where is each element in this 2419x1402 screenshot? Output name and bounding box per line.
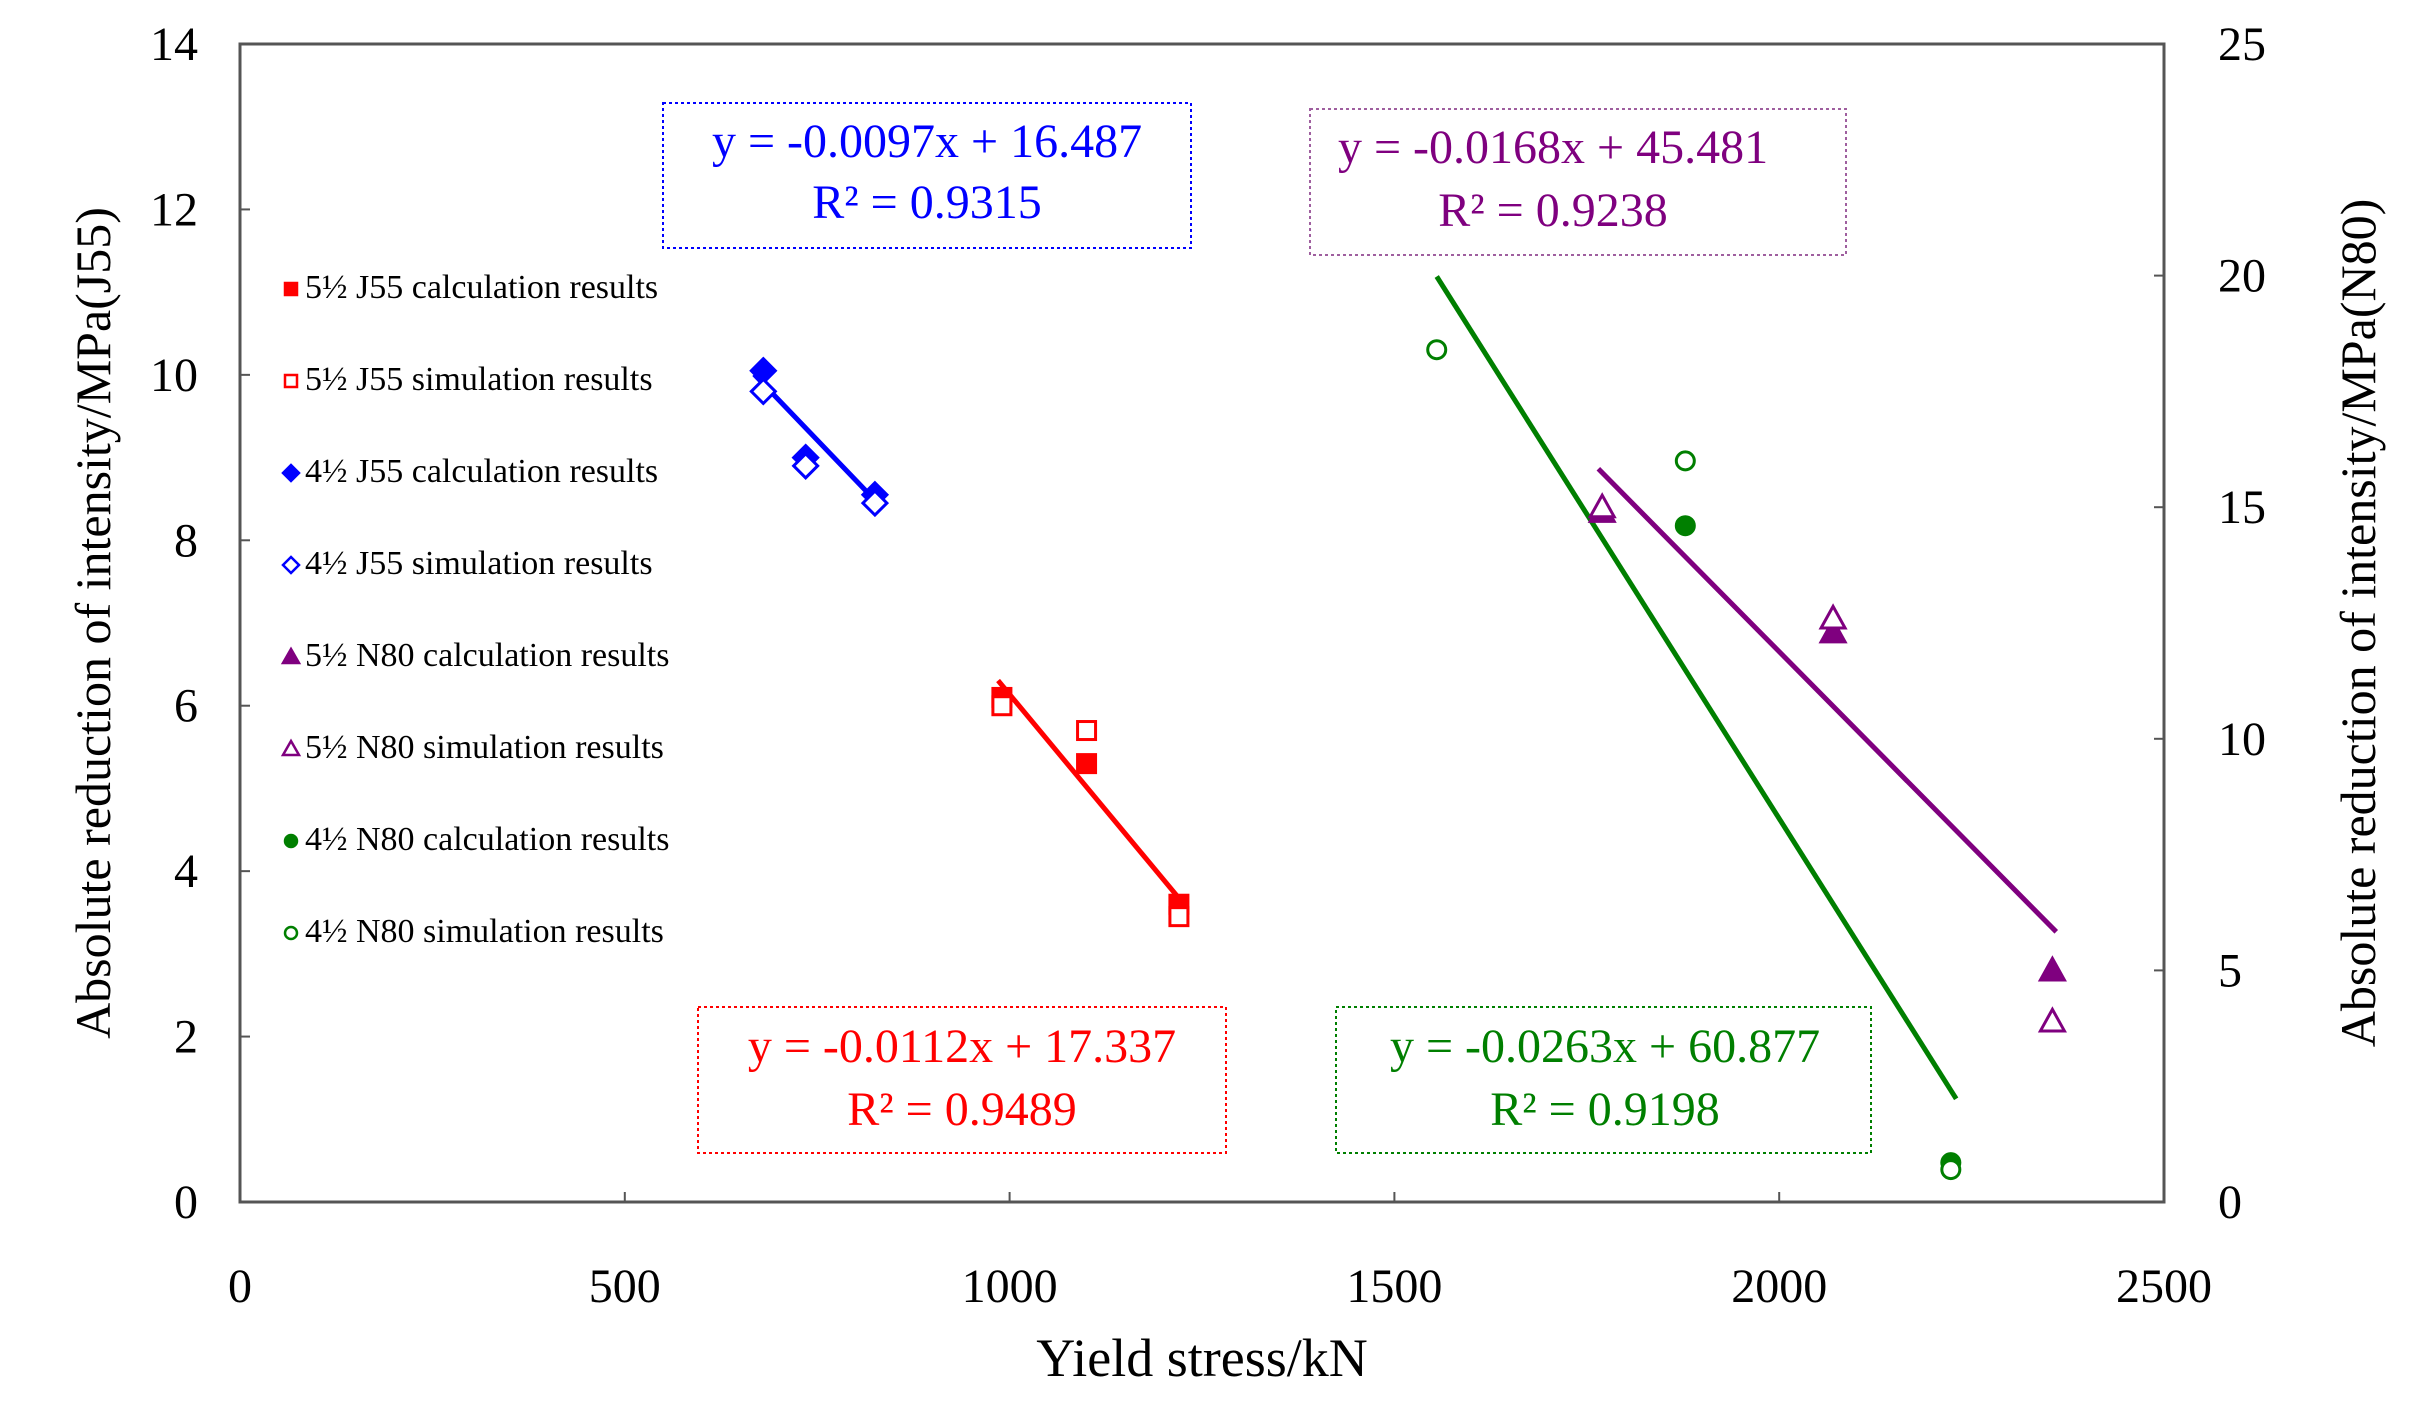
y-right-tick-label: 10 bbox=[2218, 713, 2266, 766]
r2-text: R² = 0.9198 bbox=[1490, 1083, 1719, 1136]
data-point bbox=[791, 451, 820, 480]
data-point bbox=[1587, 492, 1617, 519]
legend-label: 5½ N80 simulation results bbox=[305, 729, 664, 766]
legend-marker bbox=[283, 833, 299, 849]
data-point bbox=[2037, 955, 2067, 982]
y-left-tick-label: 14 bbox=[150, 18, 198, 71]
y-right-axis: 0 5 10 15 20 25 bbox=[2154, 18, 2266, 1229]
data-point bbox=[1168, 906, 1190, 928]
data-point bbox=[991, 695, 1013, 717]
r2-text: R² = 0.9489 bbox=[847, 1083, 1076, 1136]
data-point bbox=[1076, 753, 1098, 775]
y-right-tick-label: 15 bbox=[2218, 481, 2266, 534]
data-point bbox=[1940, 1159, 1962, 1181]
r2-text: R² = 0.9315 bbox=[812, 176, 1041, 229]
y-left-tick-label: 12 bbox=[150, 183, 198, 236]
y-left-tick-label: 8 bbox=[174, 514, 198, 567]
y-left-tick-label: 0 bbox=[174, 1176, 198, 1229]
data-points bbox=[749, 339, 2067, 1181]
trendlines bbox=[752, 275, 2059, 1101]
data-point bbox=[1674, 450, 1696, 472]
equation-text: y = -0.0168x + 45.481 bbox=[1338, 121, 1768, 174]
y-left-tick-label: 2 bbox=[174, 1011, 198, 1064]
legend-label: 4½ N80 simulation results bbox=[305, 913, 664, 950]
equation-box-5half-n80: y = -0.0168x + 45.481 R² = 0.9238 bbox=[1309, 108, 1847, 256]
legend-label: 5½ J55 calculation results bbox=[305, 269, 658, 306]
data-point bbox=[860, 488, 890, 518]
legend-label: 5½ N80 calculation results bbox=[305, 637, 669, 674]
data-point bbox=[1674, 515, 1696, 537]
legend-marker bbox=[283, 925, 299, 941]
x-tick-label: 1500 bbox=[1346, 1260, 1442, 1313]
x-tick-label: 500 bbox=[589, 1260, 661, 1313]
legend-marker bbox=[280, 646, 302, 665]
equation-box-5half-j55: y = -0.0112x + 17.337 R² = 0.9489 bbox=[697, 1006, 1227, 1154]
y-left-axis-label: Absolute reduction of intensity/MPa(J55) bbox=[65, 207, 121, 1039]
legend-label: 4½ J55 calculation results bbox=[305, 453, 658, 490]
legend: 5½ J55 calculation results 5½ J55 simulat… bbox=[280, 269, 669, 950]
legend-marker bbox=[280, 738, 302, 757]
y-right-tick-label: 25 bbox=[2218, 18, 2266, 71]
equation-text: y = -0.0263x + 60.877 bbox=[1390, 1020, 1820, 1073]
y-right-tick-label: 5 bbox=[2218, 944, 2242, 997]
data-point bbox=[1076, 720, 1098, 742]
y-left-tick-label: 10 bbox=[150, 349, 198, 402]
legend-marker bbox=[281, 555, 301, 575]
legend-label: 5½ J55 simulation results bbox=[305, 361, 653, 398]
data-point bbox=[1818, 603, 1848, 630]
x-tick-label: 1000 bbox=[962, 1260, 1058, 1313]
y-left-tick-label: 4 bbox=[174, 845, 198, 898]
legend-label: 4½ J55 simulation results bbox=[305, 545, 653, 582]
x-tick-label: 2500 bbox=[2116, 1260, 2212, 1313]
data-point bbox=[1818, 617, 1848, 644]
x-axis: 0 500 1000 1500 2000 2500 bbox=[228, 1192, 2212, 1313]
legend-marker bbox=[281, 463, 301, 483]
y-right-axis-label: Absolute reduction of intensity/MPa(N80) bbox=[2330, 199, 2386, 1048]
trendline bbox=[1434, 275, 1959, 1101]
legend-label: 4½ N80 calculation results bbox=[305, 821, 669, 858]
legend-marker bbox=[283, 281, 299, 297]
r2-text: R² = 0.9238 bbox=[1438, 184, 1667, 237]
equation-box-4half-j55: y = -0.0097x + 16.487 R² = 0.9315 bbox=[662, 102, 1192, 249]
x-axis-label: Yield stress/kN bbox=[1036, 1328, 1368, 1388]
legend-marker bbox=[283, 373, 299, 389]
data-point bbox=[1426, 339, 1448, 361]
x-tick-label: 0 bbox=[228, 1260, 252, 1313]
equation-box-border bbox=[1309, 108, 1847, 256]
trendline bbox=[996, 678, 1185, 905]
y-left-tick-label: 6 bbox=[174, 680, 198, 733]
equation-box-border bbox=[662, 102, 1192, 249]
equation-box-border bbox=[1335, 1006, 1872, 1154]
data-point bbox=[2037, 1006, 2067, 1033]
y-left-axis: 0 2 4 6 8 10 12 14 bbox=[150, 18, 250, 1229]
equation-text: y = -0.0112x + 17.337 bbox=[748, 1020, 1176, 1073]
trendline bbox=[752, 372, 881, 506]
y-right-tick-label: 0 bbox=[2218, 1176, 2242, 1229]
data-point bbox=[749, 377, 778, 406]
y-right-tick-label: 20 bbox=[2218, 250, 2266, 303]
equation-box-4half-n80: y = -0.0263x + 60.877 R² = 0.9198 bbox=[1335, 1006, 1872, 1154]
trendline bbox=[1596, 467, 2059, 934]
equation-text: y = -0.0097x + 16.487 bbox=[712, 115, 1142, 168]
x-tick-label: 2000 bbox=[1731, 1260, 1827, 1313]
equation-box-border bbox=[697, 1006, 1227, 1154]
